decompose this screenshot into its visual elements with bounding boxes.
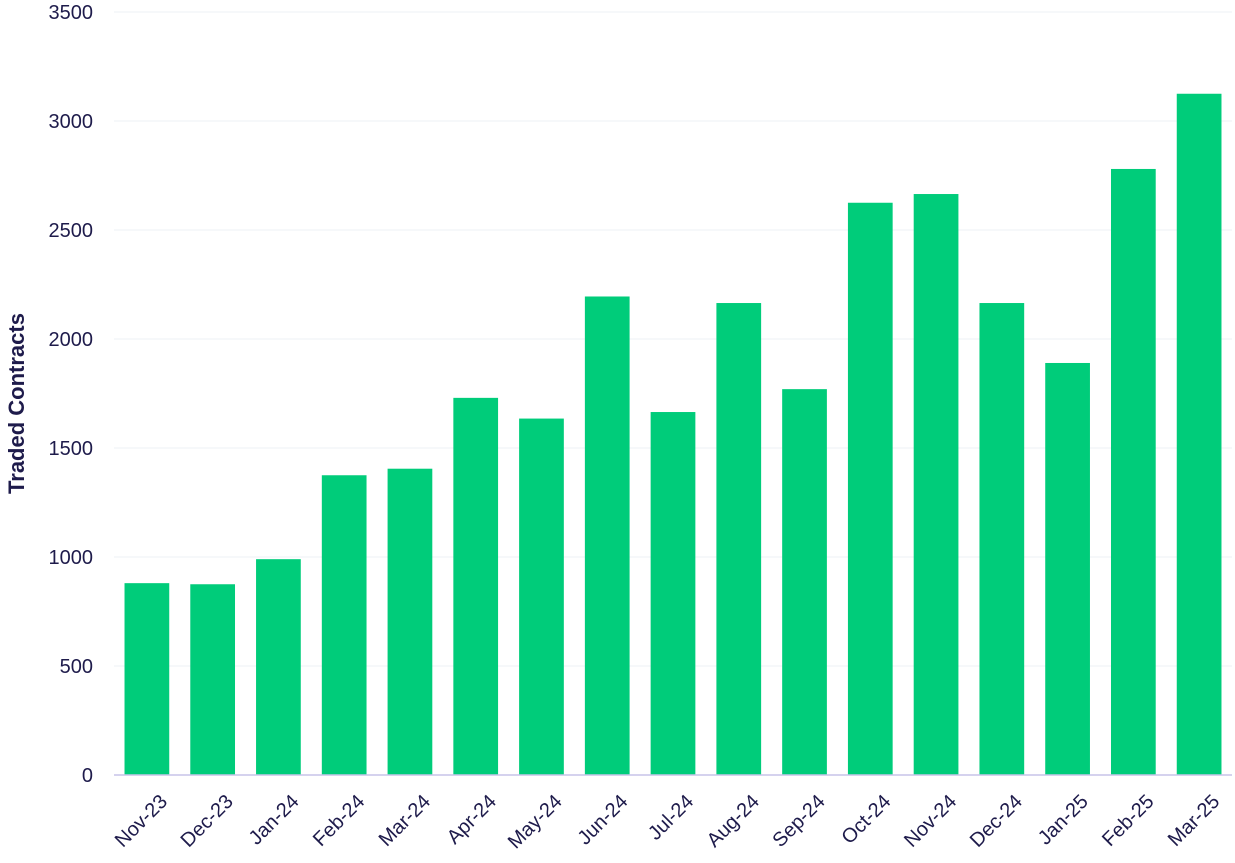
- x-tick-label: Aug-24: [703, 791, 764, 852]
- y-axis-title: Traded Contracts: [4, 313, 29, 494]
- x-tick-label: Dec-23: [177, 791, 238, 852]
- bar: [1110, 168, 1156, 775]
- x-axis-tick-labels: Nov-23 Dec-23 Jan-24 Feb-24 Mar-24 Apr-24 May-…: [111, 791, 1224, 854]
- x-tick-label: Mar-25: [1164, 791, 1224, 851]
- y-tick-label: 2000: [49, 329, 94, 351]
- bar: [519, 418, 564, 775]
- x-tick-label: Jul-24: [644, 791, 698, 845]
- bar: [650, 412, 696, 775]
- bar: [453, 397, 499, 775]
- bar: [584, 296, 630, 775]
- bars: [124, 93, 1222, 775]
- bar: [1045, 362, 1090, 775]
- x-tick-label: May-24: [504, 791, 567, 854]
- bar: [1176, 93, 1222, 775]
- x-tick-label: Mar-24: [375, 791, 435, 851]
- y-tick-label: 3000: [49, 111, 94, 133]
- x-tick-label: Jun-24: [574, 791, 633, 850]
- bar: [190, 584, 236, 775]
- x-tick-label: Sep-24: [769, 791, 830, 852]
- bar: [321, 475, 367, 775]
- x-tick-label: Feb-24: [309, 791, 369, 851]
- y-axis-tick-labels: 0 500 1000 1500 2000 2500 3000 3500: [49, 2, 94, 787]
- x-tick-label: Dec-24: [966, 791, 1027, 852]
- x-tick-label: Feb-25: [1098, 791, 1158, 851]
- y-tick-label: 3500: [49, 2, 94, 24]
- y-tick-label: 0: [82, 765, 93, 787]
- x-tick-label: Nov-24: [900, 791, 961, 852]
- y-tick-label: 1000: [49, 547, 94, 569]
- bar: [782, 389, 827, 775]
- bar: [847, 202, 893, 775]
- bar: [913, 194, 959, 775]
- x-tick-label: Jan-25: [1034, 791, 1093, 850]
- bar: [716, 303, 762, 775]
- y-tick-label: 2500: [49, 220, 94, 242]
- bar: [124, 583, 170, 775]
- y-tick-label: 500: [60, 656, 93, 678]
- bar: [387, 468, 433, 775]
- x-tick-label: Apr-24: [443, 791, 501, 849]
- x-tick-label: Jan-24: [245, 791, 304, 850]
- bar: [256, 559, 301, 775]
- x-tick-label: Nov-23: [111, 791, 172, 852]
- bar: [979, 303, 1025, 775]
- y-tick-label: 1500: [49, 438, 94, 460]
- x-tick-label: Oct-24: [837, 791, 895, 849]
